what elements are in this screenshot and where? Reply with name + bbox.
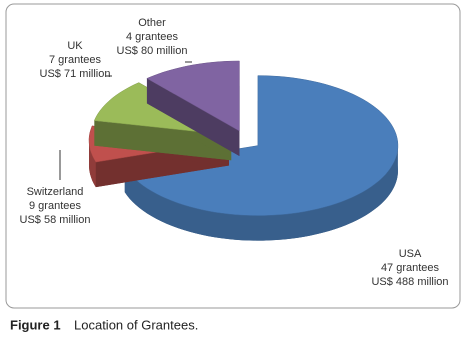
label-category: UK — [67, 40, 83, 52]
label-amount: US$ 58 million — [20, 214, 91, 226]
label-category: Other — [138, 17, 166, 29]
slice-edge — [146, 78, 240, 156]
label-grantees: 9 grantees — [29, 200, 81, 212]
label-amount: US$ 80 million — [117, 45, 188, 57]
label-grantees: 4 grantees — [126, 31, 178, 43]
label-grantees: 7 grantees — [49, 54, 101, 66]
slice — [146, 60, 240, 156]
label-grantees: 47 grantees — [381, 262, 440, 274]
slice-top — [124, 75, 399, 216]
label-category: Switzerland — [27, 186, 84, 198]
label-category: USA — [399, 248, 422, 260]
label-amount: US$ 71 million — [40, 68, 111, 80]
slice-side — [124, 145, 398, 241]
label-amount: US$ 488 million — [371, 276, 448, 288]
caption: Location of Grantees. — [74, 317, 198, 332]
slice-edge — [94, 120, 232, 161]
caption-label: Figure 1 — [10, 317, 61, 332]
slice-top — [146, 60, 240, 132]
slice-side — [89, 140, 96, 188]
